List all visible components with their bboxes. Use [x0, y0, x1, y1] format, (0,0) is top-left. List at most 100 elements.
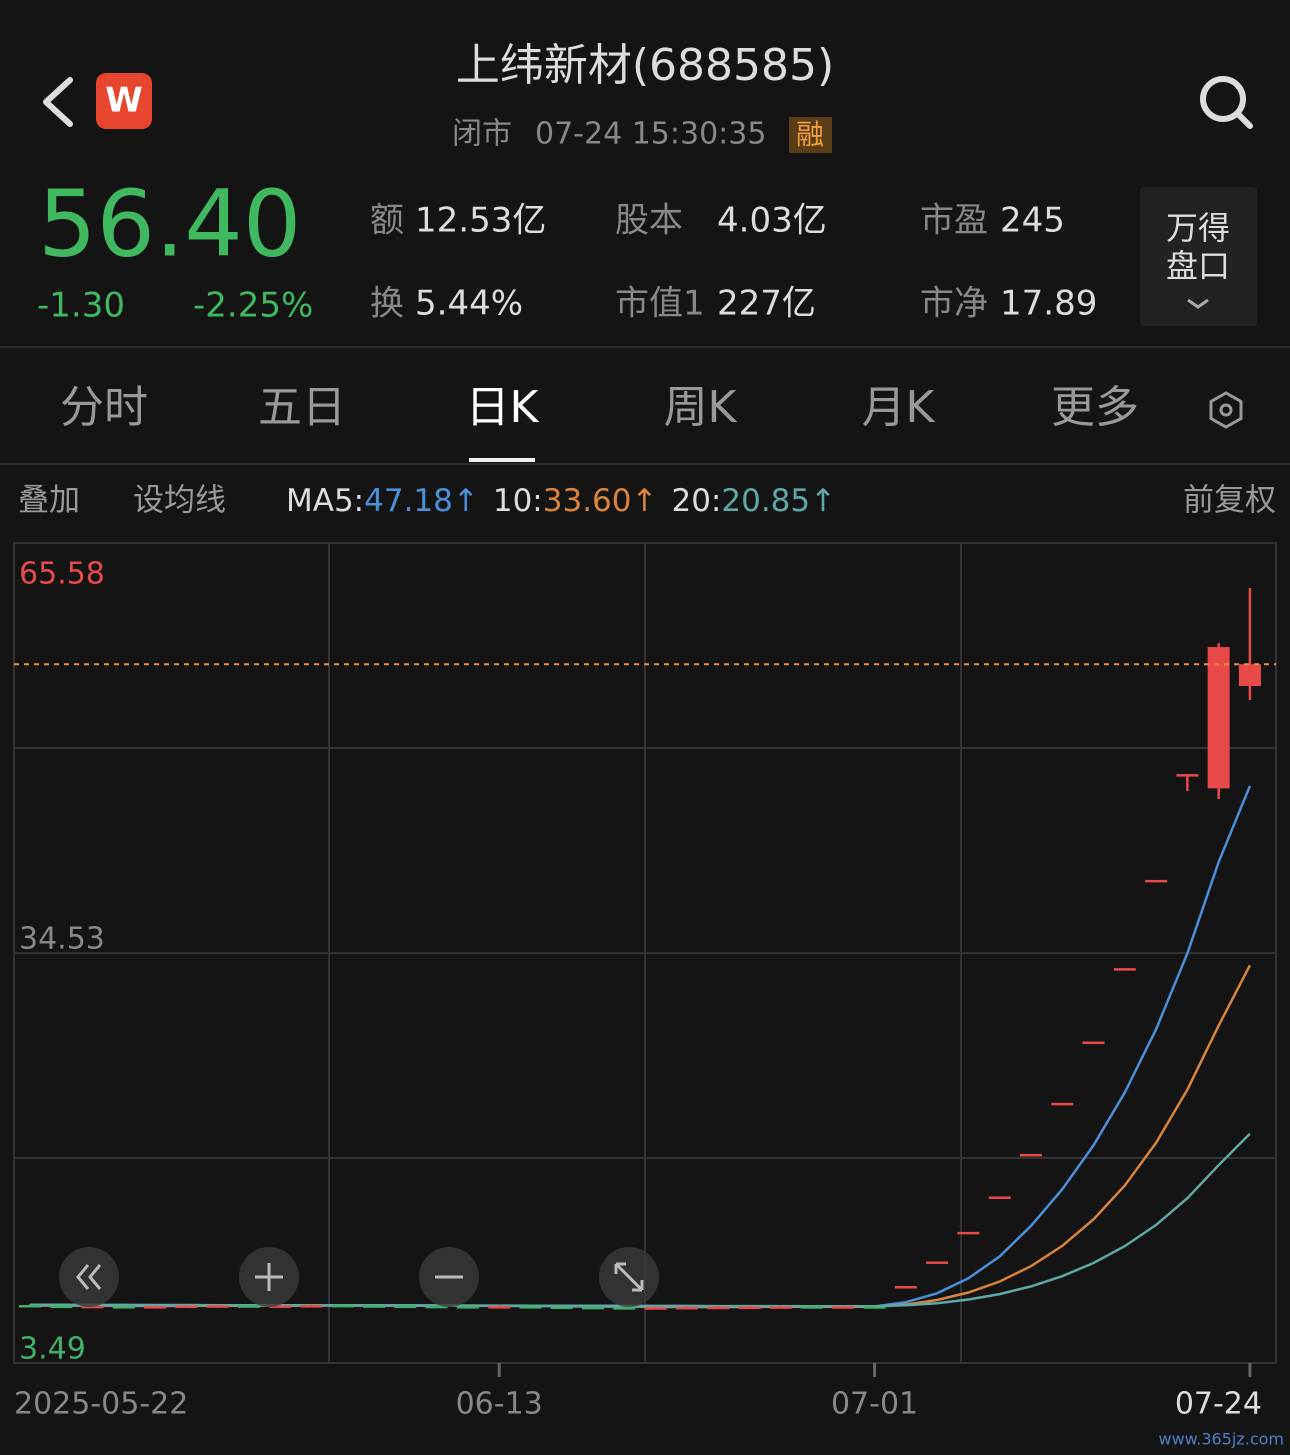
candle-body — [1019, 1153, 1042, 1157]
tab[interactable]: 更多 — [1051, 382, 1139, 433]
candle-body — [456, 1306, 479, 1309]
candle-body — [394, 1305, 417, 1309]
stat-value: 12.53亿 — [415, 201, 546, 241]
icon — [255, 1263, 283, 1291]
search-icon — [1200, 76, 1246, 122]
stat-value: 245 — [1000, 201, 1065, 241]
chart-controls — [59, 1247, 659, 1307]
candle-body — [550, 1306, 573, 1309]
candle-body — [175, 1305, 198, 1309]
tab[interactable]: 月K — [862, 382, 936, 433]
stat-label: 额 — [370, 201, 404, 241]
candle-body — [894, 1286, 917, 1289]
ma-arrow: ↑ — [810, 483, 836, 519]
depth-button-label: 盘口 — [1166, 247, 1230, 285]
tab[interactable]: 五日 — [258, 382, 346, 433]
settings-icon-dot — [1219, 403, 1233, 417]
candle-body — [300, 1305, 323, 1308]
candle-body — [926, 1261, 949, 1264]
ma-value: 20.85 — [721, 483, 810, 519]
candle-body — [707, 1306, 730, 1310]
depth-button[interactable]: 万得 盘口 — [1140, 187, 1257, 326]
candle-body — [1207, 647, 1230, 789]
depth-button-label: 万得 — [1166, 209, 1230, 247]
watermark: www.365jz.com — [1158, 1430, 1284, 1449]
tab-underline — [469, 458, 535, 462]
stat-label: 市盈 — [920, 201, 988, 241]
candle-body — [801, 1306, 823, 1309]
candle-body — [331, 1304, 354, 1308]
candle-body — [613, 1307, 636, 1310]
settings-icon[interactable] — [1209, 391, 1243, 429]
candle-body — [1082, 1041, 1105, 1045]
adjust-button[interactable]: 前复权 — [1183, 483, 1276, 519]
x-tick-label: 06-13 — [456, 1387, 543, 1422]
candle-body — [19, 1305, 41, 1308]
stat-label: 市值1 — [615, 284, 705, 324]
app-icon-label: W — [105, 81, 143, 121]
stat-value: 17.89 — [1000, 284, 1097, 324]
candle-body — [1238, 664, 1261, 687]
set-ma-button[interactable]: 设均线 — [133, 483, 226, 519]
candle-body — [81, 1305, 104, 1309]
ma-arrow: ↑ — [632, 483, 658, 519]
candle-body — [488, 1306, 511, 1309]
candle-body — [425, 1305, 448, 1309]
ma-label: 10: — [493, 483, 543, 519]
change: -1.30 — [37, 286, 125, 326]
change-pct: -2.25% — [193, 286, 313, 326]
title: 上纬新材(688585) — [456, 40, 834, 91]
stat-label: 市净 — [920, 284, 988, 324]
candle-body — [988, 1196, 1011, 1199]
stat-label: 股本 — [615, 201, 683, 241]
back-button[interactable] — [43, 77, 73, 127]
app-icon[interactable] — [96, 73, 152, 129]
x-tick-label: 07-24 — [1175, 1387, 1262, 1422]
chart: 65.58 34.53 3.49 2025-05-22 06-13 07-01 07-24 — [13, 542, 1277, 1422]
stat-label: 换 — [370, 284, 404, 324]
depth-button-bg — [1140, 187, 1257, 326]
stat-value: 4.03亿 — [717, 201, 827, 241]
tabs: 分时 五日 日K 周K 月K 更多 — [60, 382, 1139, 462]
candle-body — [112, 1306, 135, 1309]
badge-bg — [789, 117, 832, 153]
candle-body — [206, 1305, 229, 1308]
candle-body — [769, 1306, 792, 1309]
candle-body — [738, 1306, 761, 1310]
stat-value: 227亿 — [717, 284, 816, 324]
stats: 额 12.53亿 股本 4.03亿 市盈 245 换 5.44% 市值1 227亿 市净 17.89 — [370, 201, 1097, 324]
tab[interactable]: 周K — [664, 382, 738, 433]
market-status: 闭市 — [452, 117, 512, 152]
candle-body — [863, 1306, 886, 1309]
candle-body — [644, 1307, 667, 1310]
x-tick-label: 2025-05-22 — [14, 1387, 188, 1422]
candle-body — [269, 1305, 292, 1308]
candle-body — [582, 1306, 605, 1310]
candle-body — [1051, 1102, 1074, 1106]
y-tick-label: 34.53 — [19, 922, 105, 957]
ma-value: 47.18 — [364, 483, 453, 519]
icon — [614, 1262, 644, 1292]
candle-body — [957, 1231, 980, 1235]
candle-body — [50, 1305, 73, 1309]
candle-body — [519, 1306, 542, 1309]
search-button[interactable] — [1200, 76, 1253, 129]
badge: 融 — [796, 118, 824, 151]
candle-body — [363, 1305, 386, 1308]
overlay-button[interactable]: 叠加 — [18, 483, 80, 519]
tab[interactable]: 日K — [466, 382, 540, 433]
ma-label: MA5: — [286, 483, 364, 519]
stat-value: 5.44% — [415, 284, 523, 324]
ma-values: MA5:47.18↑ 10:33.60↑ 20:20.85↑ — [286, 483, 836, 519]
chevron — [1187, 298, 1209, 309]
candle-body — [675, 1307, 698, 1310]
candle-body — [832, 1306, 855, 1309]
tab[interactable]: 分时 — [60, 382, 148, 433]
icon — [76, 1264, 102, 1290]
ma-value: 33.60 — [543, 483, 632, 519]
y-tick-label: 3.49 — [19, 1332, 86, 1367]
x-tick-label: 07-01 — [831, 1387, 918, 1422]
time: 07-24 15:30:35 — [535, 117, 766, 152]
